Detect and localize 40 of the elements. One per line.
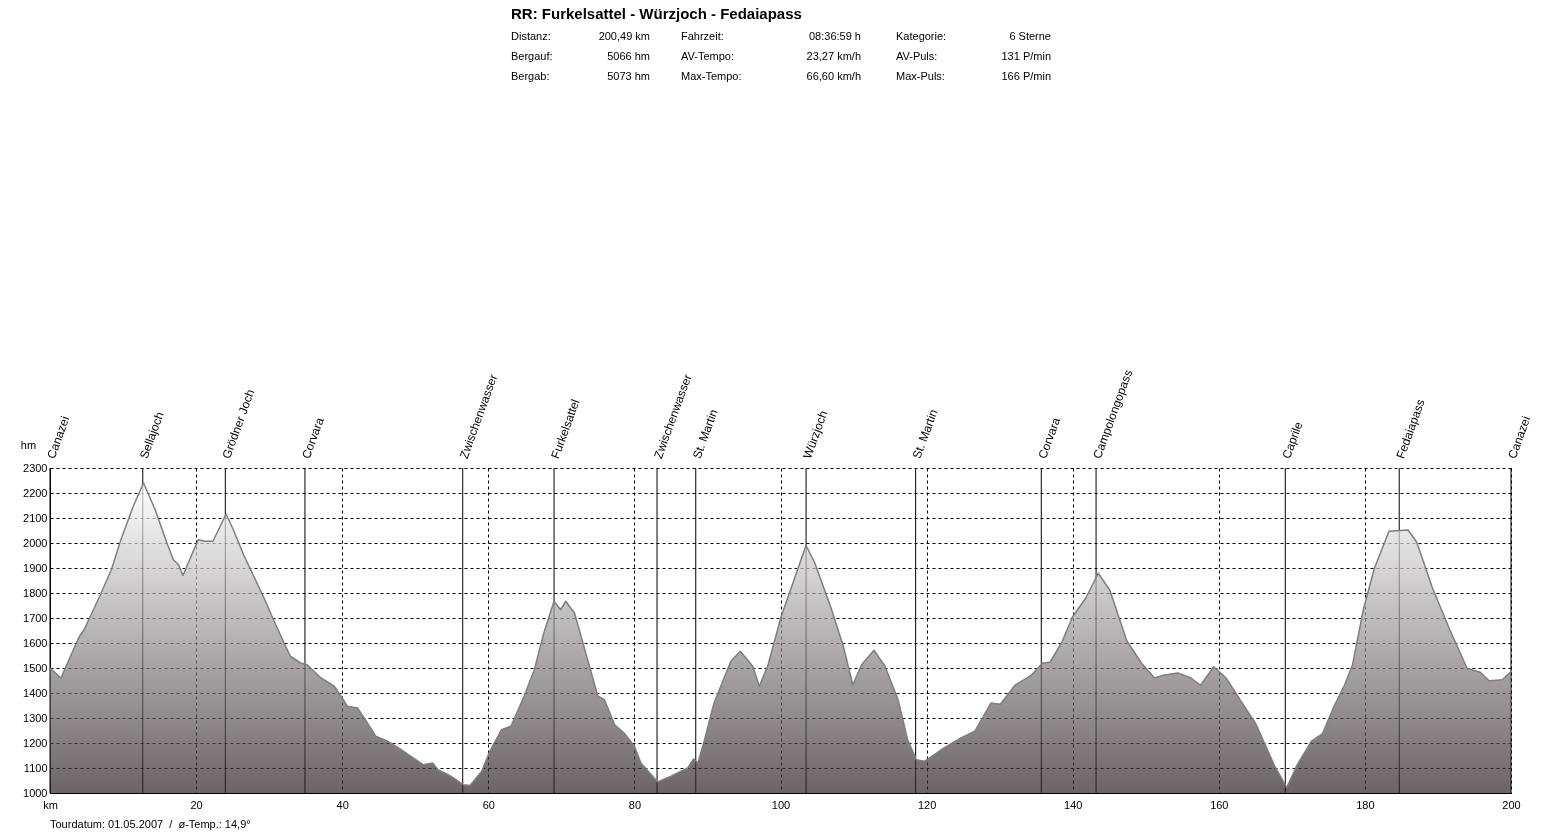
text: AV-Tempo: 23,27 km/h [681,50,861,62]
text: Max-Tempo: 66,60 km/h [681,70,861,82]
y-tick-label: 1200 [23,736,48,749]
x-tick-label: 160 [1210,798,1229,811]
y-tick-label: 1700 [23,611,48,624]
y-tick-label: 2300 [23,461,48,474]
text: AV-Puls: 131 P/min [896,50,1051,62]
y-tick-label: 1100 [23,761,48,774]
x-tick-label: 180 [1356,798,1375,811]
y-tick-label: 1500 [23,661,48,674]
text: Bergauf: 5066 hm [511,50,650,62]
text: Tourdatum: 01.05.2007 / ø-Temp.: 14,9° [50,818,251,830]
ref-line-label: St. Martin [909,407,941,461]
x-tick-label: 200 [1502,798,1521,811]
x-tick-label: 100 [771,798,791,811]
text: Max-Puls: 166 P/min [896,70,1051,82]
y-axis-title: hm [20,438,37,451]
x-tick-label: 40 [336,798,349,811]
y-tick-label: 2000 [23,536,48,549]
x-tick-label: km [43,798,58,811]
x-tick-label: 20 [190,798,203,811]
x-tick-label: 60 [482,798,495,811]
y-tick-label: 1600 [23,636,48,649]
ref-line-label: Caprile [1279,419,1306,461]
chart-title: RR: Furkelsattel - Würzjoch - Fedaiapass [511,5,802,22]
text: Kategorie: 6 Sterne [896,30,1051,42]
y-tick-label: 2200 [23,486,48,499]
text: Fahrzeit: 08:36:59 h [681,30,861,42]
y-tick-label: 1900 [23,561,48,574]
y-tick-label: 1400 [23,686,48,699]
x-tick-label: 140 [1064,798,1083,811]
text: Bergab: 5073 hm [511,70,650,82]
ref-line-label: St. Martin [689,407,721,461]
y-tick-label: 1000 [23,786,48,799]
y-tick-label: 1300 [23,711,48,724]
text: Distanz: 200,49 km [511,30,650,42]
y-tick-label: 1800 [23,586,48,599]
x-tick-label: 80 [628,798,642,811]
x-tick-label: 120 [917,798,937,811]
y-tick-label: 2100 [23,511,48,524]
